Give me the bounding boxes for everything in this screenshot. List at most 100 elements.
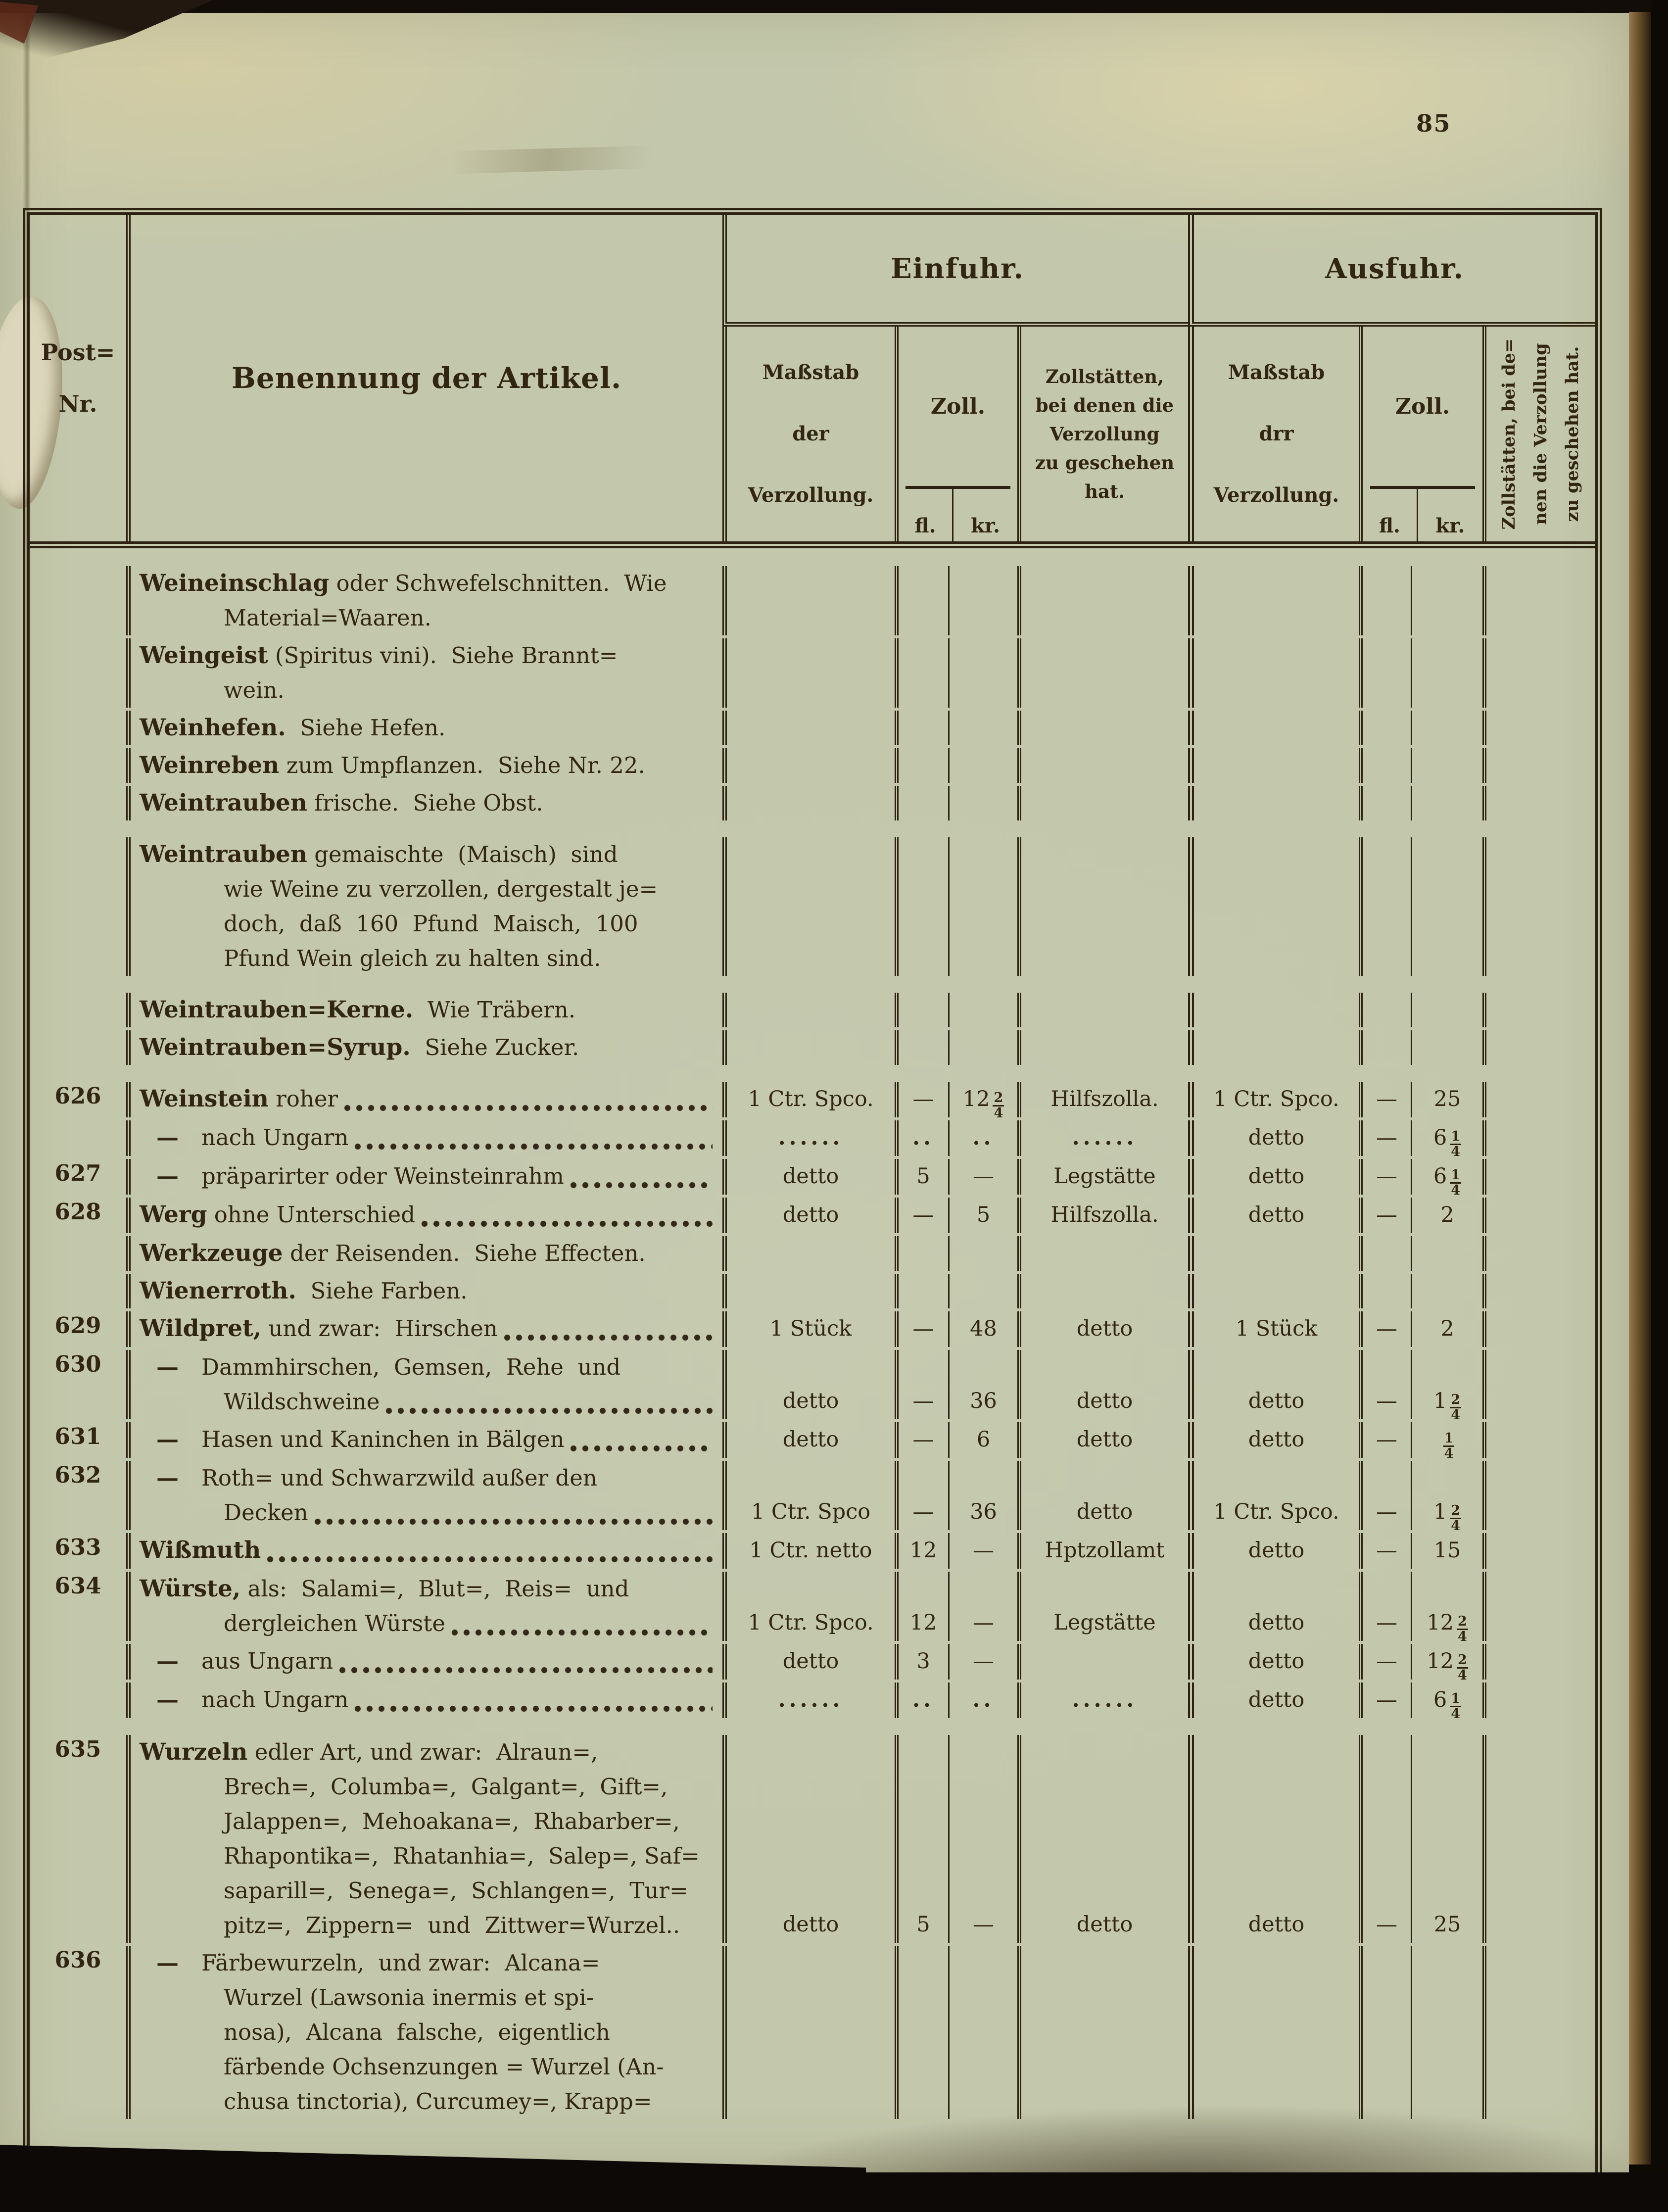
dotted-leader bbox=[385, 1407, 713, 1414]
ausfuhr-fl-cell bbox=[1359, 786, 1411, 820]
article-line: pitz=, Zippern= und Zittwer=Wurzel.. bbox=[140, 1908, 715, 1943]
article-cell: Weinhefen. Siehe Hefen. bbox=[126, 711, 722, 745]
dotted-leader bbox=[354, 1705, 713, 1712]
table-row: — aus Ungarn detto 3 — detto — 12 2 4 bbox=[30, 1644, 1595, 1683]
article-headword: Weintrauben bbox=[140, 841, 307, 868]
fraction-numerator: 1 bbox=[1451, 1129, 1461, 1144]
header-einfuhr-massstab: Maßstab der Verzollung. bbox=[722, 327, 895, 541]
paper-wrinkle bbox=[128, 137, 970, 183]
einfuhr-kr-cell bbox=[948, 993, 1017, 1027]
table-row: 634 Würste, als: Salami=, Blut=, Reis= un… bbox=[30, 1572, 1595, 1644]
post-nr-cell: 626 bbox=[54, 1083, 101, 1109]
ausfuhr-fl-cell: — bbox=[1359, 1461, 1411, 1530]
einfuhr-zollstaette-cell: ...... bbox=[1017, 1120, 1188, 1156]
ausfuhr-zollstaetten-cell bbox=[1482, 711, 1595, 745]
ausfuhr-fl-cell bbox=[1359, 711, 1411, 745]
einfuhr-kr-cell: — bbox=[948, 1159, 1017, 1195]
article-cell: Weinstein roher bbox=[126, 1082, 722, 1117]
article-headword: Werg bbox=[140, 1201, 207, 1228]
fraction-numerator: 1 bbox=[1444, 1431, 1454, 1446]
article-text: Siehe Farben. bbox=[296, 1278, 468, 1304]
value-text: 1 bbox=[749, 1538, 763, 1563]
value-text: 1 bbox=[1213, 1087, 1227, 1111]
article-text: Wildschweine bbox=[224, 1389, 380, 1415]
value-text: detto bbox=[1076, 1499, 1133, 1524]
dash-mark: — bbox=[156, 1465, 179, 1491]
post-nr-cell bbox=[30, 638, 126, 708]
value-text: — bbox=[1376, 1316, 1397, 1341]
value-text: detto bbox=[782, 1202, 839, 1227]
einfuhr-massstab-cell bbox=[722, 1030, 895, 1065]
article-text: dergleichen Würste bbox=[224, 1610, 446, 1636]
ausfuhr-massstab-cell: detto bbox=[1188, 1644, 1359, 1680]
article-cell: Weintrauben=Kerne. Wie Träbern. bbox=[126, 993, 722, 1027]
table-row: Weintrauben=Kerne. Wie Träbern. bbox=[30, 993, 1595, 1027]
article-cell: Wienerroth. Siehe Farben. bbox=[126, 1274, 722, 1308]
header-ausfuhr-zoll: Zoll. fl. kr. bbox=[1359, 327, 1482, 541]
einfuhr-kr-cell bbox=[948, 1274, 1017, 1308]
article-text: Decken bbox=[224, 1499, 308, 1526]
value-text: Spco. bbox=[808, 1087, 874, 1111]
article-headword: Weinhefen. bbox=[140, 714, 286, 741]
ausfuhr-massstab-cell bbox=[1188, 711, 1359, 745]
value-text: .. bbox=[912, 1687, 934, 1712]
post-nr-cell bbox=[30, 1120, 126, 1156]
article-line: Werkzeuge der Reisenden. Siehe Effecten. bbox=[140, 1236, 715, 1271]
fraction-denominator: 4 bbox=[1450, 1144, 1462, 1159]
value-text: 1 bbox=[1213, 1499, 1227, 1524]
einfuhr-fl-cell: — bbox=[895, 1461, 948, 1530]
article-text: Siehe Hefen. bbox=[286, 715, 446, 741]
article-cell: Wurzeln edler Art, und zwar: Alraun=, Bre… bbox=[126, 1735, 722, 1943]
ausfuhr-kr-cell bbox=[1411, 1030, 1482, 1065]
dash-mark: — bbox=[156, 1354, 179, 1380]
value-text: detto bbox=[1248, 1687, 1305, 1712]
post-nr-cell bbox=[30, 1683, 126, 1718]
einfuhr-kr-cell: — bbox=[948, 1572, 1017, 1641]
einfuhr-massstab-cell bbox=[722, 1946, 895, 2119]
einfuhr-massstab-cell bbox=[722, 638, 895, 708]
table-row: 633 Wißmuth 1 Ctr. netto 12 — Hptzollamt detto… bbox=[30, 1533, 1595, 1569]
ausfuhr-kr-cell: 2 bbox=[1411, 1198, 1482, 1233]
einfuhr-kr-cell: 6 bbox=[948, 1422, 1017, 1458]
einfuhr-massstab-cell: detto bbox=[722, 1159, 895, 1195]
einfuhr-zollstaette-cell bbox=[1017, 837, 1188, 976]
post-nr-cell bbox=[30, 1644, 126, 1680]
value-text: — bbox=[1376, 1087, 1397, 1111]
header-ausfuhr-label: Ausfuhr. bbox=[1325, 252, 1465, 285]
article-cell: Würste, als: Salami=, Blut=, Reis= und de… bbox=[126, 1572, 722, 1641]
value-text: Stück bbox=[783, 1316, 852, 1341]
einfuhr-zollstaette-cell bbox=[1017, 993, 1188, 1027]
article-text: wein. bbox=[224, 677, 285, 703]
article-line: Wurzeln edler Art, und zwar: Alraun=, bbox=[140, 1735, 715, 1770]
ausfuhr-massstab-cell: detto bbox=[1188, 1572, 1359, 1641]
value-text: .. bbox=[912, 1125, 934, 1150]
einfuhr-zollstaette-cell: detto bbox=[1017, 1735, 1188, 1943]
post-nr-cell: 635 bbox=[54, 1736, 101, 1762]
einfuhr-kr-cell: — bbox=[948, 1735, 1017, 1943]
header-post-nr: Post= Nr. bbox=[30, 215, 126, 541]
fraction-numerator: 2 bbox=[1451, 1503, 1461, 1518]
article-cell: — nach Ungarn bbox=[126, 1120, 722, 1156]
fraction-denominator: 4 bbox=[1450, 1407, 1462, 1423]
article-line: — aus Ungarn bbox=[140, 1644, 715, 1679]
value-text: — bbox=[1376, 1649, 1397, 1674]
ausfuhr-massstab-cell: detto bbox=[1188, 1198, 1359, 1233]
article-line: — nach Ungarn bbox=[140, 1683, 715, 1717]
article-line: Wißmuth bbox=[140, 1533, 715, 1568]
value-text: 36 bbox=[970, 1499, 997, 1524]
einfuhr-kr-cell bbox=[948, 711, 1017, 745]
article-headword: Wißmuth bbox=[140, 1537, 261, 1564]
article-headword: Weintrauben=Syrup. bbox=[140, 1034, 411, 1061]
ausfuhr-zollstaetten-cell bbox=[1482, 1274, 1595, 1308]
dash-mark: — bbox=[156, 1426, 179, 1452]
header-ausfuhr: Ausfuhr. bbox=[1188, 215, 1595, 327]
ausfuhr-massstab-cell: detto bbox=[1188, 1735, 1359, 1943]
article-line: Weingeist (Spiritus vini). Siehe Brannt= bbox=[140, 638, 715, 673]
einfuhr-massstab-cell bbox=[722, 993, 895, 1027]
value-text: .. bbox=[972, 1125, 995, 1150]
dash-mark: — bbox=[156, 1686, 179, 1713]
post-nr-cell: 633 bbox=[54, 1534, 101, 1560]
einfuhr-massstab-cell: detto bbox=[722, 1422, 895, 1458]
